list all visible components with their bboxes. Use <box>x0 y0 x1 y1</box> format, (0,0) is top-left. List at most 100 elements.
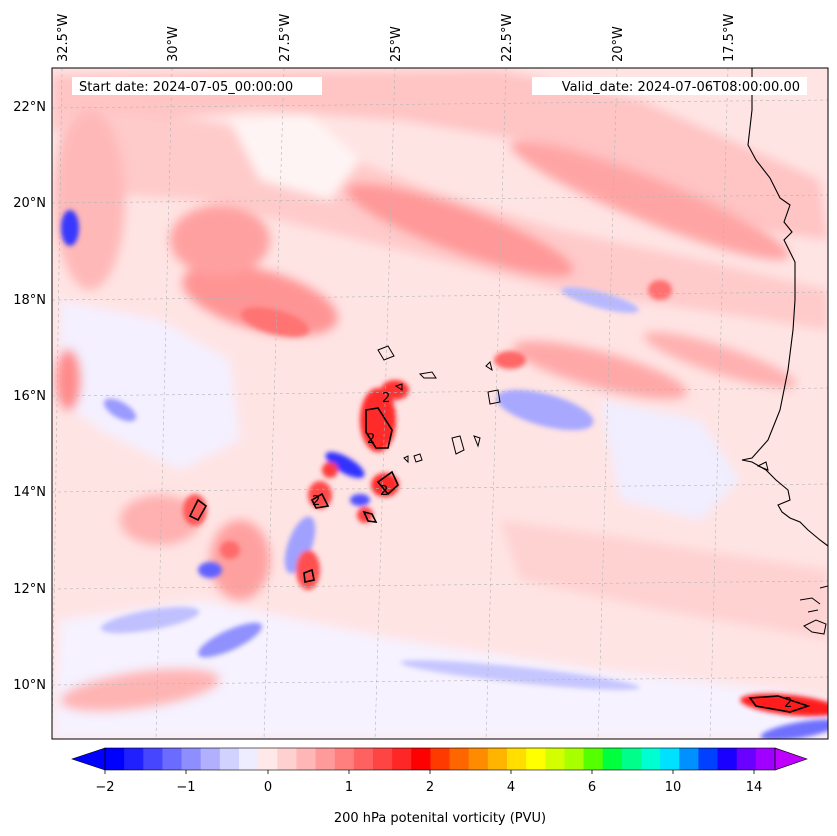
svg-text:2: 2 <box>367 432 375 447</box>
start-date-text: Start date: 2024-07-05_00:00:00 <box>79 80 293 95</box>
colorbar-cell <box>334 748 355 770</box>
colorbar-cell <box>736 748 757 770</box>
pv-ridge-2 <box>170 205 270 275</box>
pv-high-5 <box>322 462 338 478</box>
colorbar-tick-labels: −2 −1 0 1 2 4 6 10 14 <box>95 780 762 795</box>
cbar-tick-label: −1 <box>176 780 195 795</box>
lat-label-22n: 22°N <box>13 100 46 115</box>
colorbar-cell <box>258 748 278 770</box>
colorbar-cell <box>392 748 412 770</box>
lat-label-12n: 12°N <box>13 582 46 597</box>
pv-ridge-1 <box>182 264 338 336</box>
cbar-tick-label: −2 <box>95 780 114 795</box>
colorbar-cell <box>602 748 623 770</box>
colorbar-cell <box>162 748 183 770</box>
pv-ridge-3 <box>346 184 574 276</box>
cbar-tick-label: 14 <box>746 780 763 795</box>
colorbar-cell <box>660 748 680 770</box>
colorbar-cell <box>755 748 776 770</box>
colorbar-cell <box>373 748 393 770</box>
start-date-box <box>72 77 322 95</box>
pv-low-1 <box>61 210 79 246</box>
pv-ridge-10 <box>120 495 200 545</box>
cbar-tick-label: 0 <box>264 780 272 795</box>
valid-date-box <box>532 77 807 95</box>
colorbar-cell <box>564 748 585 770</box>
pv-ridge-4 <box>510 140 790 260</box>
pv-low-9 <box>561 287 639 313</box>
pv-low-12 <box>760 719 828 739</box>
cbar-tick-label: 4 <box>507 780 515 795</box>
lon-label-30w: 30°W <box>166 26 181 62</box>
colorbar-cell <box>449 748 470 770</box>
lon-label-20w: 20°W <box>611 26 626 62</box>
pv-pale-area-4 <box>230 115 360 200</box>
cape-verde-point <box>756 461 769 471</box>
pv-low-7 <box>284 516 316 574</box>
colorbar-cell <box>545 748 565 770</box>
lon-label-25w: 25°W <box>389 26 404 62</box>
colorbar-cell <box>411 748 431 770</box>
pv-band-north <box>52 70 828 240</box>
svg-text:2: 2 <box>382 391 390 406</box>
colorbar-cell <box>583 748 604 770</box>
cbar-tick-label: 6 <box>588 780 596 795</box>
pv-ridge-7 <box>60 668 220 712</box>
pv-low-2 <box>325 452 365 478</box>
colorbar-cell <box>430 748 451 770</box>
lat-label-10n: 10°N <box>13 678 46 693</box>
pv-high-11 <box>648 280 672 300</box>
colorbar-cell <box>200 748 221 770</box>
pv-high-12 <box>740 693 828 717</box>
pv-ridge-6 <box>643 331 797 389</box>
lat-label-16n: 16°N <box>13 389 46 404</box>
lon-label-32-5w: 32.5°W <box>56 14 71 62</box>
pv-low-5 <box>197 622 263 658</box>
colorbar-cell <box>181 748 202 770</box>
colorbar-cell <box>679 748 699 770</box>
colorbar-cell <box>621 748 642 770</box>
svg-text:2: 2 <box>784 696 792 711</box>
cbar-tick-label: 1 <box>345 780 353 795</box>
colorbar-cell <box>641 748 661 770</box>
map-frame <box>51 67 829 740</box>
island-outlines <box>377 345 501 464</box>
pv-ridge-8 <box>56 350 80 410</box>
colorbar-cell <box>124 748 144 770</box>
lon-label-17-5w: 17.5°W <box>722 14 737 62</box>
lat-label-14n: 14°N <box>13 485 46 500</box>
valid-date-text: Valid_date: 2024-07-06T08:00:00.00 <box>562 80 800 95</box>
colorbar-cell <box>219 748 240 770</box>
colorbar-cell <box>487 748 508 770</box>
graticule <box>52 68 828 739</box>
pv-high-6 <box>296 550 320 590</box>
colorbar-cell <box>353 748 374 770</box>
colorbar-left-arrow <box>71 747 106 771</box>
pv-pale-area-2 <box>600 400 740 520</box>
colorbar-ticks <box>104 770 755 774</box>
pv-ridge-9 <box>55 110 125 290</box>
colorbar-cell <box>315 748 336 770</box>
colorbar-right-arrow <box>774 747 808 771</box>
pv-low-4 <box>198 562 222 578</box>
colorbar-cell <box>239 748 259 770</box>
pv-low-10 <box>350 494 370 506</box>
pv-2-contours <box>188 407 811 713</box>
west-africa-coastline <box>741 68 828 547</box>
longitude-labels: 32.5°W 30°W 27.5°W 25°W 22.5°W 20°W 17.5… <box>56 14 737 62</box>
pv-low-3 <box>496 389 594 431</box>
pv-band-lower <box>500 520 828 640</box>
pv-high-9 <box>494 351 526 369</box>
lon-label-27-5w: 27.5°W <box>278 14 293 62</box>
pv-low-6 <box>100 606 200 634</box>
pv-pale-area-1 <box>60 300 240 470</box>
pv-field-map: 2 2 2 2 2 <box>52 68 828 739</box>
cbar-tick-label: 2 <box>426 780 434 795</box>
colorbar-cell <box>468 748 489 770</box>
latitude-labels: 22°N 20°N 18°N 16°N 14°N 12°N 10°N <box>13 100 46 693</box>
guinea-coast-islands <box>799 585 828 635</box>
pv-high-10 <box>241 307 309 337</box>
lon-label-22-5w: 22.5°W <box>500 14 515 62</box>
colorbar-label: 200 hPa potenital vorticity (PVU) <box>334 811 546 826</box>
